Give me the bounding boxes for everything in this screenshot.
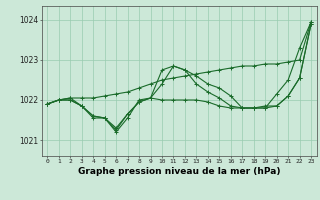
X-axis label: Graphe pression niveau de la mer (hPa): Graphe pression niveau de la mer (hPa) bbox=[78, 167, 280, 176]
